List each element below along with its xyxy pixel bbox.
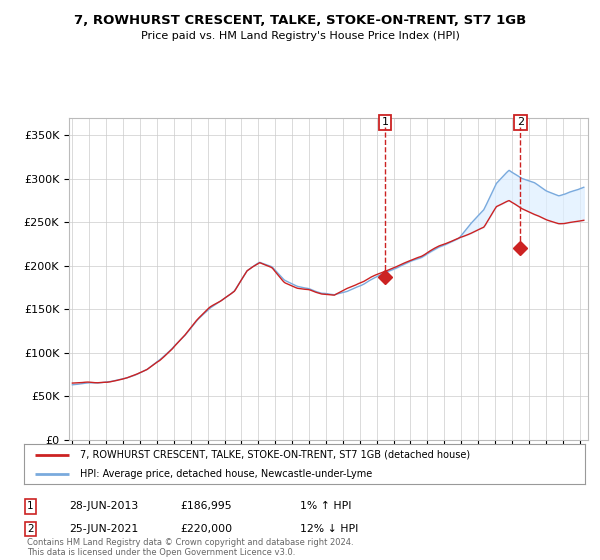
Text: 7, ROWHURST CRESCENT, TALKE, STOKE-ON-TRENT, ST7 1GB: 7, ROWHURST CRESCENT, TALKE, STOKE-ON-TR… (74, 14, 526, 27)
Text: 25-JUN-2021: 25-JUN-2021 (69, 524, 138, 534)
Text: £220,000: £220,000 (180, 524, 232, 534)
Text: Price paid vs. HM Land Registry's House Price Index (HPI): Price paid vs. HM Land Registry's House … (140, 31, 460, 41)
Text: 12% ↓ HPI: 12% ↓ HPI (300, 524, 358, 534)
Text: 2: 2 (517, 118, 524, 128)
Text: Contains HM Land Registry data © Crown copyright and database right 2024.
This d: Contains HM Land Registry data © Crown c… (27, 538, 353, 557)
Text: £186,995: £186,995 (180, 501, 232, 511)
Text: 28-JUN-2013: 28-JUN-2013 (69, 501, 138, 511)
Text: 7, ROWHURST CRESCENT, TALKE, STOKE-ON-TRENT, ST7 1GB (detached house): 7, ROWHURST CRESCENT, TALKE, STOKE-ON-TR… (80, 450, 470, 460)
Text: 2: 2 (27, 524, 34, 534)
Text: 1: 1 (27, 501, 34, 511)
Text: 1: 1 (382, 118, 389, 128)
Text: 1% ↑ HPI: 1% ↑ HPI (300, 501, 352, 511)
Text: HPI: Average price, detached house, Newcastle-under-Lyme: HPI: Average price, detached house, Newc… (80, 469, 373, 479)
